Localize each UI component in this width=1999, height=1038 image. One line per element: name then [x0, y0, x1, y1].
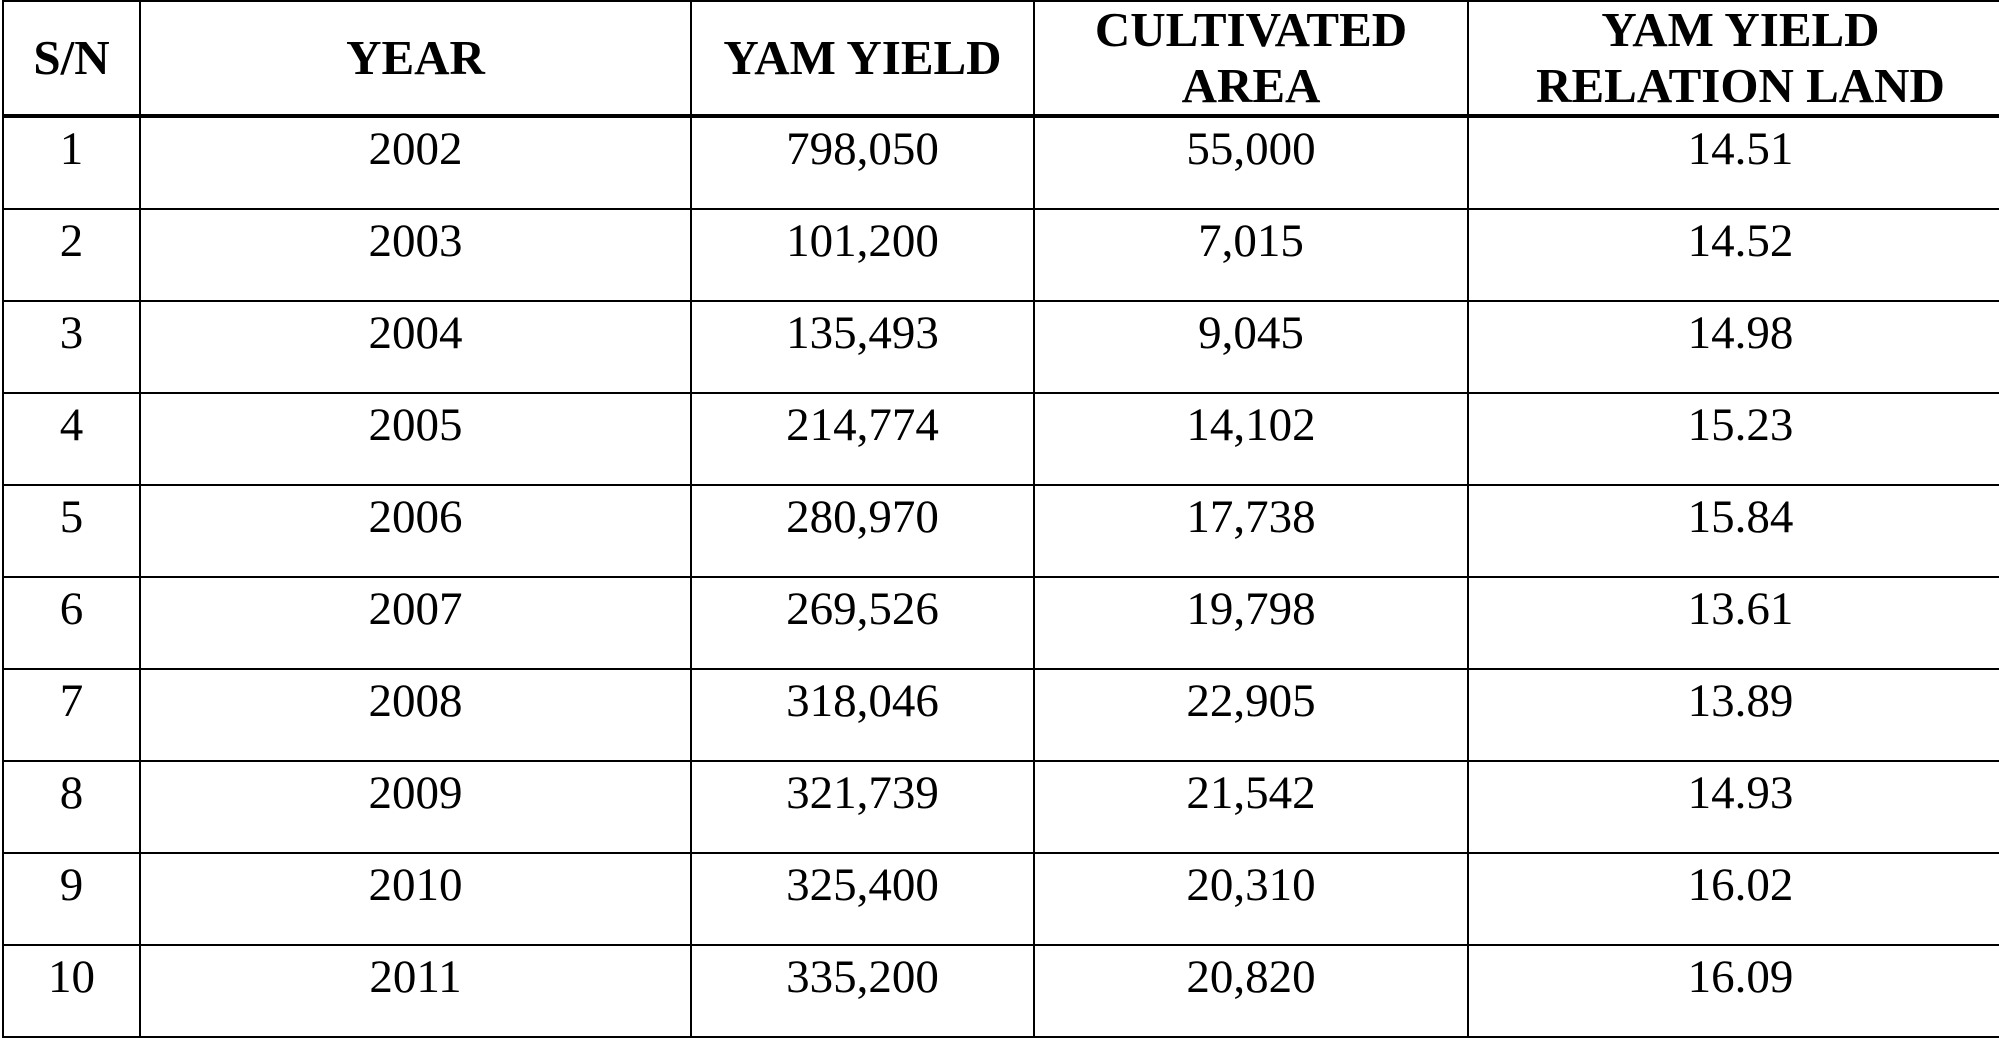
table-cell: 14.51: [1467, 115, 1999, 210]
table-row: 8 2009 321,739 21,542 14.93: [2, 760, 1999, 854]
table-cell: 335,200: [690, 944, 1035, 1038]
table-cell: 2: [2, 208, 141, 302]
table-cell: 55,000: [1033, 115, 1469, 210]
table-row: 7 2008 318,046 22,905 13.89: [2, 668, 1999, 762]
table-cell: 2008: [139, 668, 692, 762]
table-row: 9 2010 325,400 20,310 16.02: [2, 852, 1999, 946]
table-cell: 9: [2, 852, 141, 946]
table-cell: 321,739: [690, 760, 1035, 854]
column-header: YEAR: [139, 0, 692, 118]
table-cell: 798,050: [690, 115, 1035, 210]
column-header: YAM YIELD RELATION LAND: [1467, 0, 1999, 118]
table-cell: 19,798: [1033, 576, 1469, 670]
table-cell: 2004: [139, 300, 692, 394]
table-cell: 17,738: [1033, 484, 1469, 578]
table-cell: 3: [2, 300, 141, 394]
table-cell: 214,774: [690, 392, 1035, 486]
table-cell: 6: [2, 576, 141, 670]
table-cell: 7: [2, 668, 141, 762]
header-row: S/N YEAR YAM YIELD CULTIVATED AREA YAM YIELD…: [2, 0, 1999, 118]
table-cell: 280,970: [690, 484, 1035, 578]
table-cell: 2005: [139, 392, 692, 486]
table-cell: 14.52: [1467, 208, 1999, 302]
table-cell: 2006: [139, 484, 692, 578]
table-row: 5 2006 280,970 17,738 15.84: [2, 484, 1999, 578]
table-cell: 13.61: [1467, 576, 1999, 670]
table-row: 1 2002 798,050 55,000 14.51: [2, 115, 1999, 210]
table-cell: 269,526: [690, 576, 1035, 670]
table-cell: 21,542: [1033, 760, 1469, 854]
table-cell: 14.93: [1467, 760, 1999, 854]
table-cell: 1: [2, 115, 141, 210]
table-cell: 7,015: [1033, 208, 1469, 302]
table-cell: 101,200: [690, 208, 1035, 302]
table-cell: 10: [2, 944, 141, 1038]
table-cell: 20,310: [1033, 852, 1469, 946]
column-header: YAM YIELD: [690, 0, 1035, 118]
table-cell: 14.98: [1467, 300, 1999, 394]
table-cell: 2010: [139, 852, 692, 946]
table-row: 6 2007 269,526 19,798 13.61: [2, 576, 1999, 670]
table-cell: 13.89: [1467, 668, 1999, 762]
table-cell: 8: [2, 760, 141, 854]
table-cell: 9,045: [1033, 300, 1469, 394]
table-cell: 2011: [139, 944, 692, 1038]
table-row: 2 2003 101,200 7,015 14.52: [2, 208, 1999, 302]
table-row: 4 2005 214,774 14,102 15.23: [2, 392, 1999, 486]
table-cell: 16.02: [1467, 852, 1999, 946]
table-cell: 135,493: [690, 300, 1035, 394]
table-row: 3 2004 135,493 9,045 14.98: [2, 300, 1999, 394]
table-cell: 22,905: [1033, 668, 1469, 762]
table-cell: 2009: [139, 760, 692, 854]
table-cell: 14,102: [1033, 392, 1469, 486]
column-header: CULTIVATED AREA: [1033, 0, 1469, 118]
table-cell: 2007: [139, 576, 692, 670]
table-cell: 20,820: [1033, 944, 1469, 1038]
table-cell: 2003: [139, 208, 692, 302]
table-cell: 15.84: [1467, 484, 1999, 578]
column-header: S/N: [2, 0, 141, 118]
table-cell: 2002: [139, 115, 692, 210]
table-cell: 5: [2, 484, 141, 578]
table-cell: 16.09: [1467, 944, 1999, 1038]
table-cell: 15.23: [1467, 392, 1999, 486]
table-cell: 4: [2, 392, 141, 486]
table-cell: 325,400: [690, 852, 1035, 946]
table-cell: 318,046: [690, 668, 1035, 762]
table-row: 10 2011 335,200 20,820 16.09: [2, 944, 1999, 1038]
